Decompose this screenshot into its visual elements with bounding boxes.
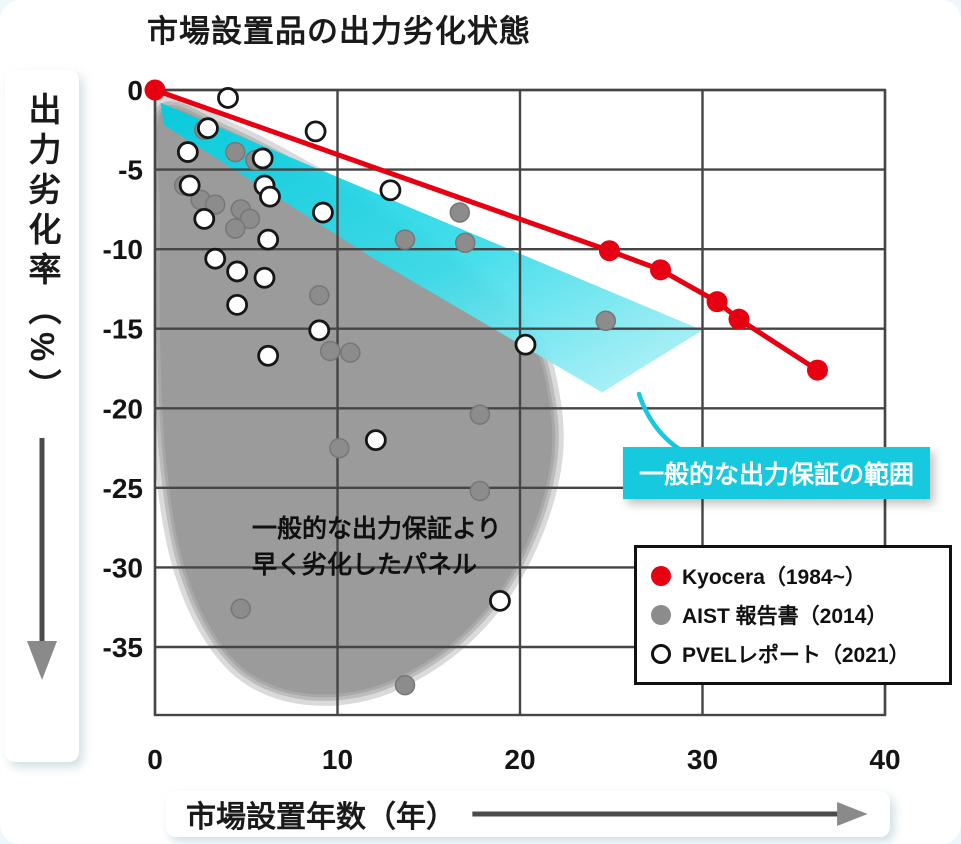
x-axis-label: 市場設置年数（年） [186,801,456,834]
degraded-panels-annotation: 一般的な出力保証より 早く劣化したパネル [252,511,502,584]
svg-text:0: 0 [127,75,143,106]
svg-text:30: 30 [687,744,718,775]
legend-marker [651,644,671,664]
svg-text:-35: -35 [103,632,143,663]
legend-label: AIST 報告書（2014） [682,605,888,628]
legend-item-aist: AIST 報告書（2014） [651,600,935,630]
degraded-panels-line1: 一般的な出力保証より [252,515,502,543]
warranty-range-callout: 一般的な出力保証の範囲 [623,447,931,499]
svg-text:40: 40 [869,744,900,775]
svg-text:-25: -25 [103,473,143,504]
legend-marker [651,605,671,625]
degraded-panels-line2: 早く劣化したパネル [252,551,478,580]
page-title: 市場設置品の出力劣化状態 [147,14,531,49]
svg-text:20: 20 [504,744,535,775]
legend-label: PVELレポート（2021） [682,644,910,667]
svg-text:-20: -20 [103,393,143,424]
y-axis-panel: 出力劣化率（%） [5,70,79,762]
series-pvel [176,87,537,612]
legend-label: Kyocera（1984~） [682,566,866,589]
legend-item-pvel: PVELレポート（2021） [651,639,935,669]
x-axis-panel: 市場設置年数（年） [166,791,890,837]
svg-text:-10: -10 [103,234,143,265]
right-arrow-icon [472,802,868,826]
svg-text:10: 10 [322,744,353,775]
svg-text:-30: -30 [103,552,143,583]
svg-text:-15: -15 [103,314,143,345]
down-arrow-icon [27,438,57,681]
legend: Kyocera（1984~） AIST 報告書（2014） PVELレポート（2… [634,545,952,685]
svg-text:0: 0 [147,744,163,775]
svg-text:-5: -5 [118,155,143,186]
series-kyocera [144,79,828,381]
legend-marker [651,566,671,586]
tick-labels: 0 -5 -10 -15 -20 -25 -30 -35 0 10 20 30 40 [103,75,901,775]
y-axis-label: 出力劣化率（%） [24,92,61,409]
legend-item-kyocera: Kyocera（1984~） [651,561,935,591]
warranty-range-band [160,102,703,393]
